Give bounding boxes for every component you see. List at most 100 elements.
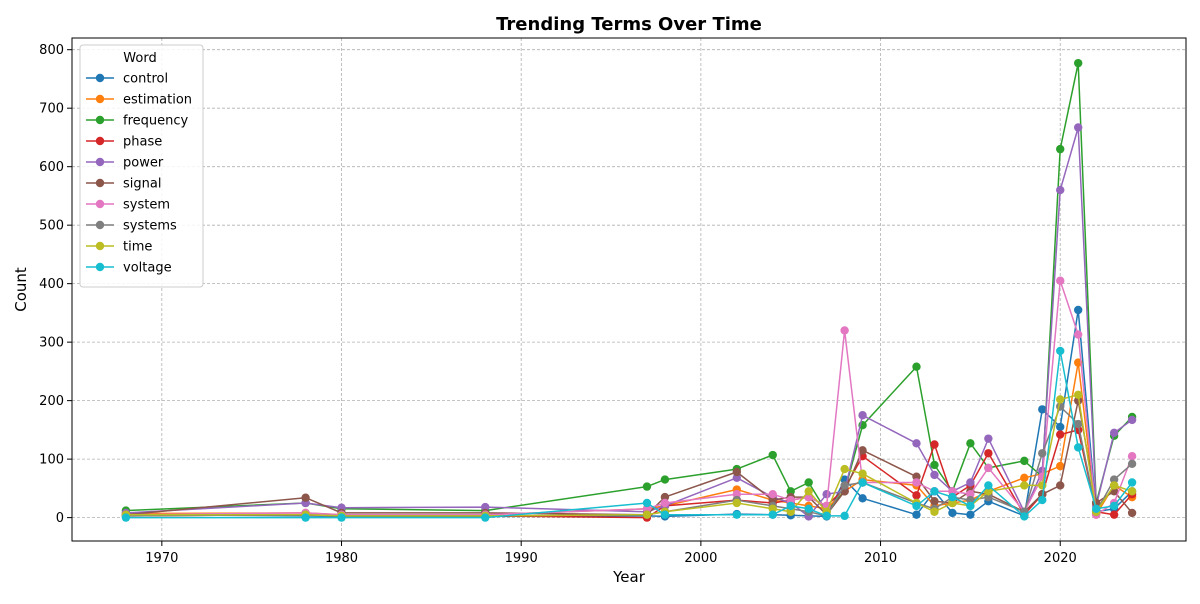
legend-box bbox=[79, 44, 204, 288]
data-point-time bbox=[786, 507, 795, 516]
data-point-voltage bbox=[1109, 501, 1119, 511]
data-point-power bbox=[481, 502, 490, 512]
legend-swatch-marker bbox=[95, 220, 105, 230]
y-tick-label: 800 bbox=[39, 43, 64, 58]
legend-swatch-marker bbox=[95, 136, 105, 146]
legend-swatch-marker bbox=[95, 73, 105, 83]
data-point-time bbox=[1109, 481, 1119, 490]
data-point-time bbox=[948, 498, 957, 508]
data-point-systems bbox=[1109, 475, 1119, 484]
legend-swatch-marker bbox=[95, 178, 105, 188]
data-point-power bbox=[1073, 123, 1083, 132]
legend-swatch-marker bbox=[95, 199, 105, 209]
data-point-frequency bbox=[804, 478, 813, 487]
series-signal bbox=[121, 396, 1137, 519]
data-point-frequency bbox=[642, 482, 652, 491]
x-axis-title: Year bbox=[612, 568, 646, 586]
data-point-power bbox=[1056, 185, 1065, 195]
data-point-systems bbox=[1038, 449, 1047, 458]
data-point-control bbox=[948, 508, 957, 518]
legend: Word control estimation frequency phase powe… bbox=[79, 44, 204, 288]
data-point-frequency bbox=[1056, 144, 1065, 154]
data-point-time bbox=[1127, 487, 1137, 496]
data-point-systems bbox=[966, 495, 975, 505]
data-point-control bbox=[912, 510, 921, 519]
legend-label: voltage bbox=[123, 261, 172, 276]
legend-item-time: time bbox=[86, 240, 152, 255]
y-axis: 0 100 200 300 400 500 600 700 800 bbox=[39, 43, 72, 526]
data-point-frequency bbox=[1073, 58, 1083, 68]
data-point-system bbox=[642, 504, 652, 514]
data-point-voltage bbox=[642, 498, 652, 508]
data-point-system bbox=[1056, 276, 1065, 285]
data-point-system bbox=[912, 478, 921, 487]
data-point-system bbox=[768, 490, 777, 499]
data-point-voltage bbox=[1020, 512, 1029, 521]
y-tick-label: 200 bbox=[39, 394, 64, 409]
data-point-voltage bbox=[481, 513, 490, 522]
legend-label: phase bbox=[123, 135, 162, 150]
data-point-phase bbox=[1056, 430, 1065, 439]
x-axis: 1970 1980 1990 2000 2010 2020 bbox=[145, 541, 1077, 566]
data-point-power bbox=[732, 473, 742, 483]
data-point-power bbox=[984, 434, 993, 443]
data-point-phase bbox=[984, 449, 993, 458]
data-point-systems bbox=[840, 481, 849, 490]
data-point-control bbox=[1073, 305, 1083, 315]
series-control bbox=[121, 305, 1137, 521]
legend-swatch-marker bbox=[95, 241, 105, 251]
data-point-control bbox=[966, 510, 975, 519]
data-point-control bbox=[858, 494, 867, 503]
data-point-system bbox=[1127, 451, 1137, 461]
data-point-systems bbox=[984, 492, 993, 502]
data-point-power bbox=[1109, 428, 1119, 437]
legend-swatch-marker bbox=[95, 94, 105, 104]
legend-label: system bbox=[123, 198, 170, 213]
data-point-frequency bbox=[966, 439, 975, 448]
data-point-signal bbox=[858, 446, 867, 455]
data-point-voltage bbox=[121, 513, 131, 522]
data-point-power bbox=[858, 411, 867, 420]
y-tick-label: 600 bbox=[39, 160, 64, 175]
plot-frame bbox=[71, 37, 1187, 542]
data-point-voltage bbox=[660, 510, 670, 519]
data-point-estimation bbox=[1020, 473, 1029, 483]
data-point-time bbox=[1056, 395, 1065, 404]
legend-item-estimation: estimation bbox=[86, 93, 192, 108]
data-point-signal bbox=[1073, 396, 1083, 405]
legend-item-system: system bbox=[86, 198, 170, 213]
legend-item-control: control bbox=[86, 72, 168, 87]
data-point-system bbox=[1073, 330, 1083, 339]
data-point-voltage bbox=[768, 510, 777, 519]
x-tick-label: 2000 bbox=[684, 551, 717, 566]
data-point-phase bbox=[930, 440, 939, 449]
data-point-system bbox=[966, 490, 975, 499]
data-point-phase bbox=[912, 491, 921, 500]
data-point-voltage bbox=[804, 504, 813, 514]
legend-swatch-marker bbox=[95, 157, 105, 167]
y-tick-label: 100 bbox=[39, 453, 64, 468]
data-point-systems bbox=[1073, 419, 1083, 429]
x-tick-label: 2010 bbox=[864, 551, 897, 566]
data-point-voltage bbox=[912, 501, 921, 511]
x-tick-label: 1980 bbox=[325, 551, 358, 566]
data-point-system bbox=[786, 495, 795, 505]
legend-item-systems: systems bbox=[86, 219, 177, 234]
data-point-power bbox=[930, 470, 939, 480]
data-point-system bbox=[984, 463, 993, 473]
series-line-system bbox=[125, 279, 1133, 516]
y-tick-label: 700 bbox=[39, 102, 64, 117]
data-point-time bbox=[732, 498, 742, 508]
legend-label: estimation bbox=[123, 93, 192, 108]
data-point-voltage bbox=[1091, 504, 1101, 514]
data-point-signal bbox=[301, 493, 310, 502]
data-point-voltage bbox=[840, 511, 849, 521]
data-point-system bbox=[660, 498, 670, 508]
legend-item-voltage: voltage bbox=[86, 261, 172, 276]
x-tick-label: 1990 bbox=[505, 551, 538, 566]
data-point-time bbox=[1073, 390, 1083, 399]
data-point-signal bbox=[732, 467, 742, 477]
legend-label: time bbox=[123, 240, 152, 255]
data-point-time bbox=[804, 487, 813, 496]
